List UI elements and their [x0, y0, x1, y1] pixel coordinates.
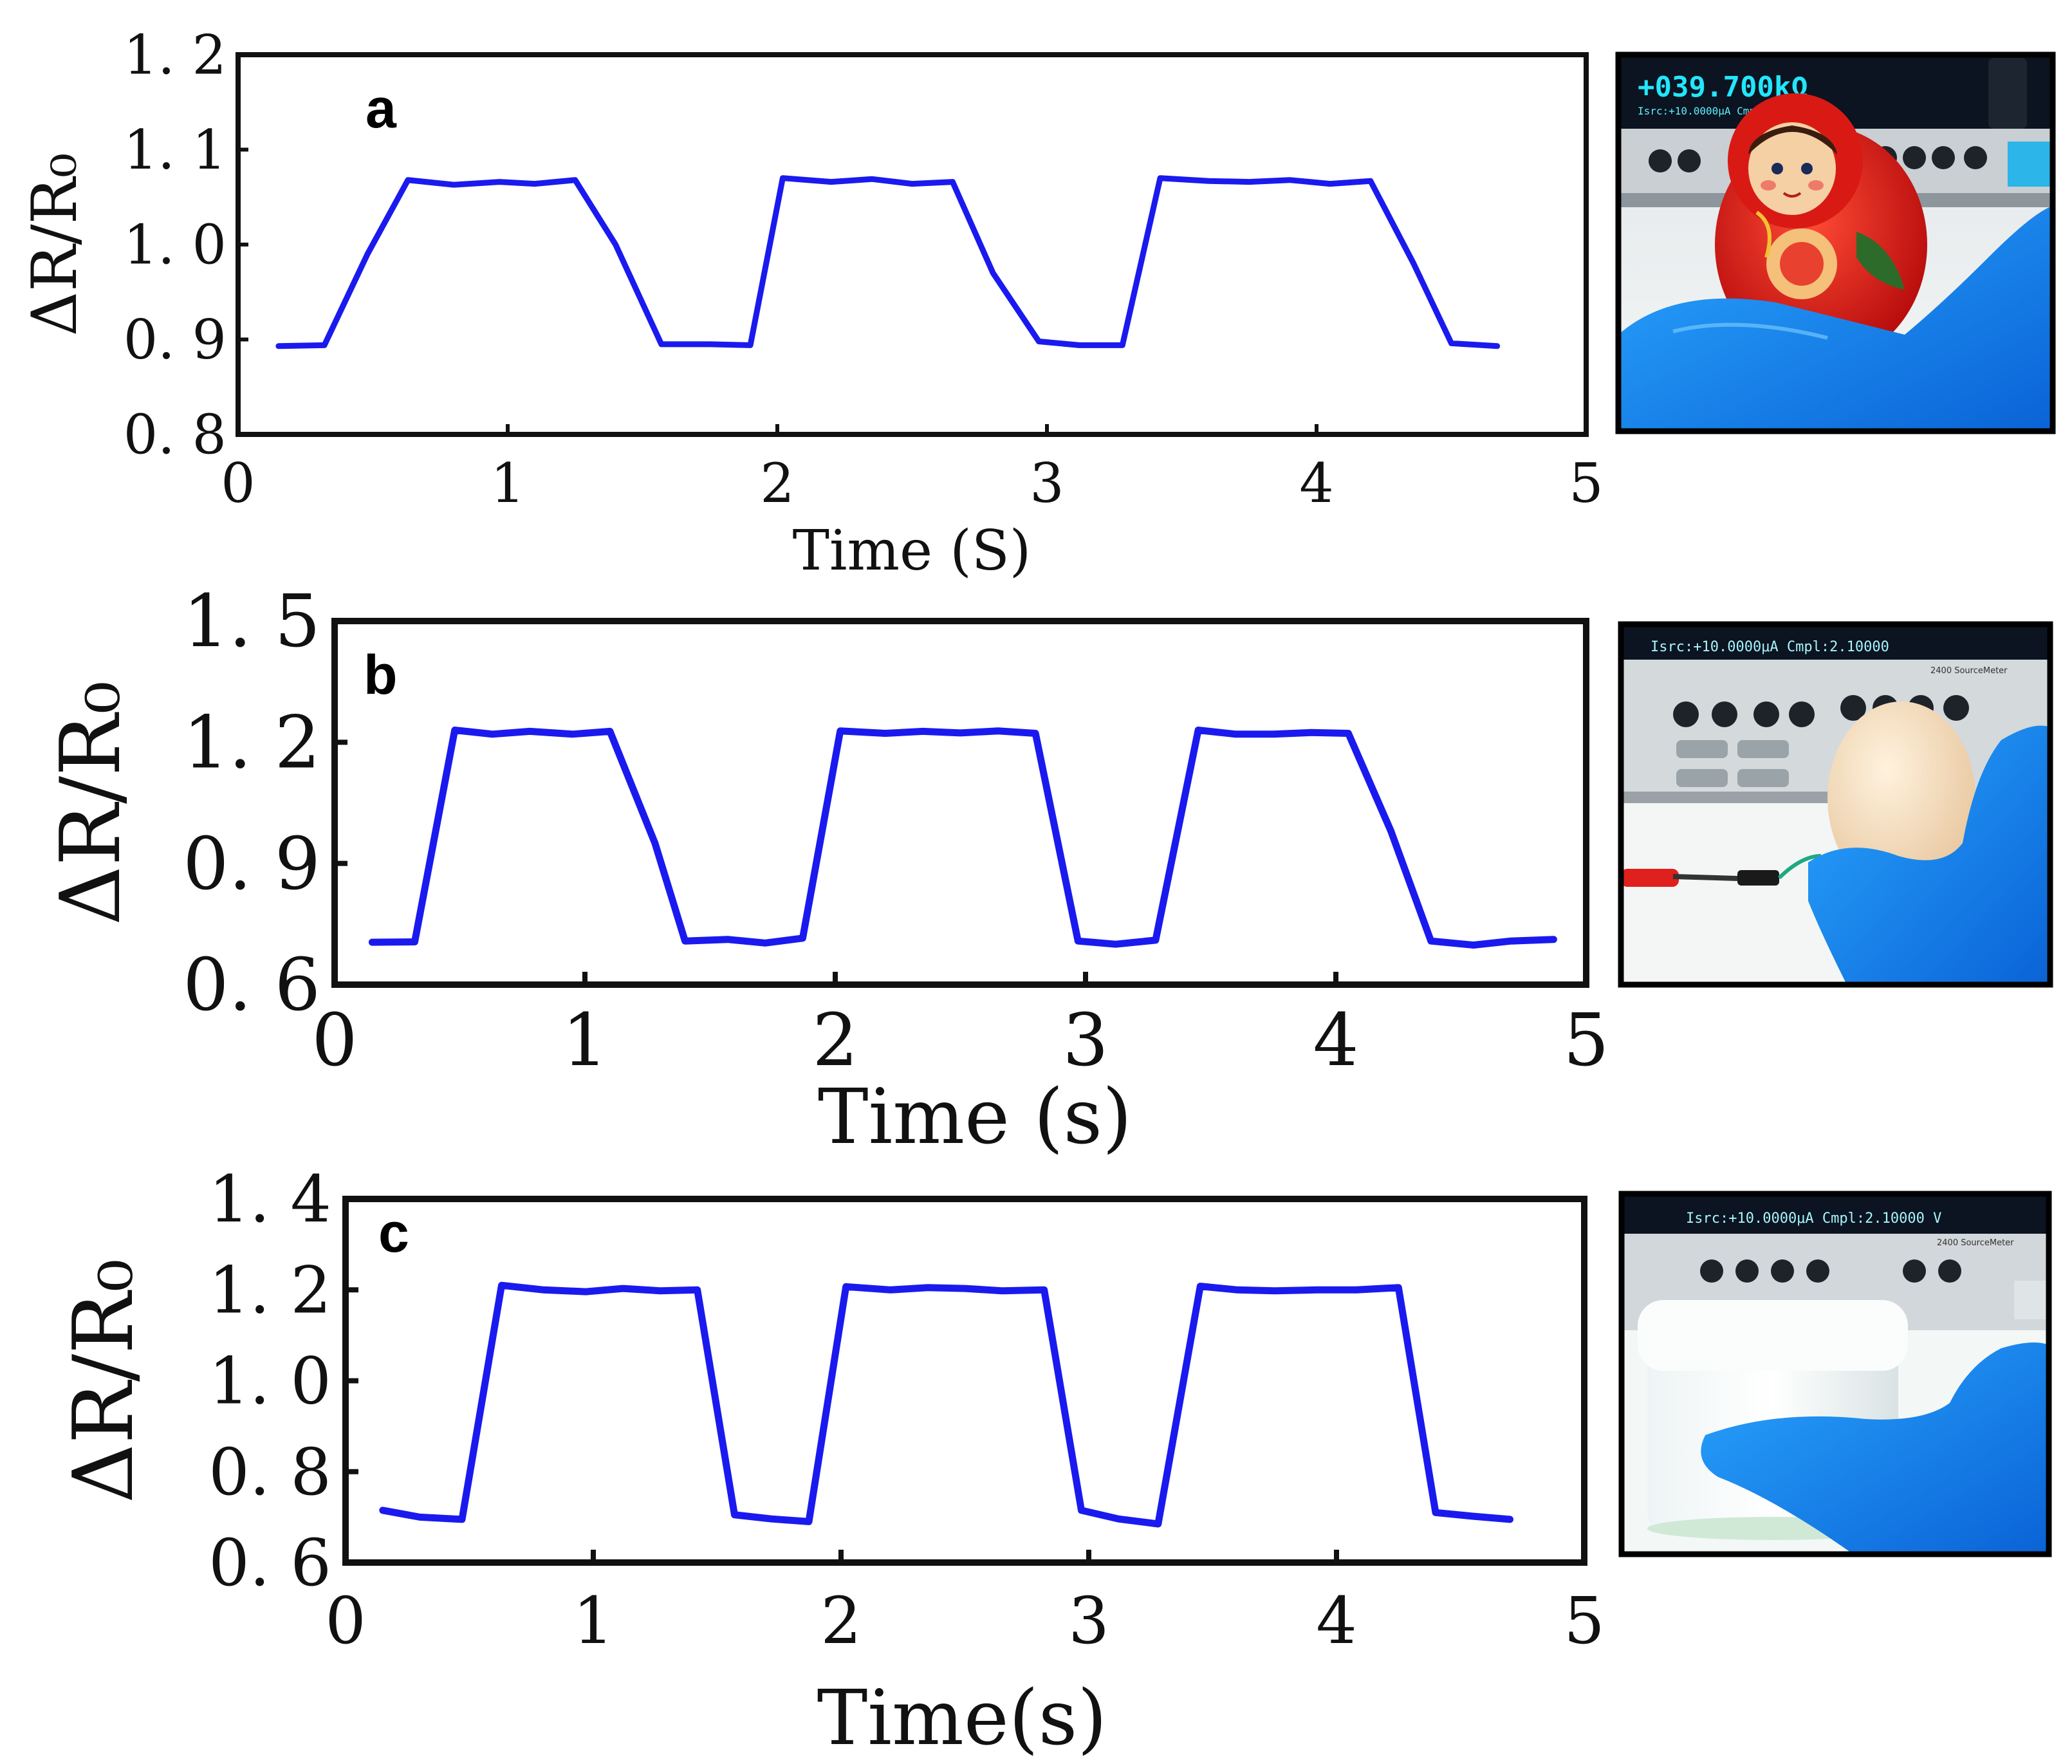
x-tick-label: 5 [1564, 1583, 1605, 1658]
x-tick-label: 3 [1030, 452, 1064, 515]
photo-b-display-status: Isrc:+10.0000μA Cmpl:2.10000 [1651, 639, 1889, 655]
y-tick-label: 0. 9 [124, 308, 227, 371]
glove [1701, 1342, 2049, 1554]
x-tick-label: 0 [311, 999, 357, 1082]
x-tick-label: 4 [1299, 452, 1333, 515]
y-tick-label: 0. 6 [208, 1525, 331, 1601]
x-tick-label: 2 [760, 452, 794, 515]
y-tick-label: 0. 8 [124, 403, 227, 466]
chart-b-plot-frame [331, 618, 1589, 988]
photo-a-frame [1615, 51, 2056, 434]
photo-b-model-label: 2400 SourceMeter [1930, 666, 2008, 676]
photo-c-model-label: 2400 SourceMeter [1937, 1238, 2014, 1248]
y-tick-label: 1. 1 [124, 118, 227, 181]
chart-a-panel-label: a [365, 78, 397, 140]
chart-b-panel-label: b [364, 644, 398, 706]
chart-a: 0 1 2 3 4 5 0. 8 0. 9 1. 0 1. 1 1. 2 a Time (S) Δ… [19, 23, 1604, 583]
x-tick-label: 1 [573, 1583, 614, 1658]
egg [1827, 701, 1975, 895]
y-tick-label: 1. 4 [208, 1162, 331, 1237]
y-tick-label: 0. 6 [183, 943, 320, 1027]
chart-b-x-ticks: 0 1 2 3 4 5 [311, 972, 1609, 1082]
photo-c: Isrc:+10.0000μA Cmpl:2.10000 V 2400 Sour… [1618, 1191, 2052, 1557]
x-tick-label: 5 [1569, 452, 1603, 515]
chart-b: 0 1 2 3 4 5 0. 6 0. 9 1. 2 1. 5 b Time (s) ΔR/R₀ [43, 580, 1609, 1161]
y-tick-label: 0. 9 [183, 822, 320, 906]
photo-b-frame [1618, 621, 2053, 988]
y-tick-label: 0. 8 [208, 1434, 331, 1510]
x-tick-label: 5 [1563, 999, 1609, 1082]
y-tick-label: 1. 2 [183, 701, 320, 785]
x-tick-label: 1 [490, 452, 524, 515]
chart-b-y-ticks: 0. 6 0. 9 1. 2 1. 5 [183, 580, 347, 1027]
chart-a-y-axis-title: ΔR/R₀ [19, 153, 91, 337]
x-tick-label: 1 [562, 999, 607, 1082]
chart-c: 0 1 2 3 4 5 0. 6 0. 8 1. 0 1. 2 1. 4 c Time(s) ΔR… [56, 1162, 1605, 1762]
photo-c-frame [1618, 1191, 2052, 1557]
y-tick-label: 1. 2 [124, 23, 227, 86]
chart-a-plot-frame [236, 52, 1589, 437]
y-tick-label: 1. 5 [183, 580, 320, 664]
chart-c-panel-label: c [378, 1202, 409, 1264]
chart-a-x-ticks: 0 1 2 3 4 5 [221, 424, 1604, 515]
chart-c-y-axis-title: ΔR/R₀ [56, 1259, 152, 1503]
x-tick-label: 2 [812, 999, 858, 1082]
chart-a-x-axis-title: Time (S) [793, 519, 1031, 583]
glove [1808, 725, 2050, 985]
x-tick-label: 4 [1316, 1583, 1357, 1658]
x-tick-label: 3 [1068, 1583, 1109, 1658]
x-tick-label: 4 [1313, 999, 1358, 1082]
chart-c-x-axis-title: Time(s) [817, 1673, 1107, 1762]
chart-b-x-axis-title: Time (s) [818, 1072, 1132, 1161]
photo-b: Isrc:+10.0000μA Cmpl:2.10000 2400 Source… [1618, 621, 2053, 988]
chart-a-series-line [275, 175, 1501, 349]
photo-a: +039.700kΩ Isrc:+10.0000μA Cmpl:2.10000 [1615, 51, 2056, 434]
glove [1618, 206, 2053, 431]
x-tick-label: 0 [221, 452, 255, 515]
x-tick-label: 2 [820, 1583, 862, 1658]
chart-a-y-ticks: 0. 8 0. 9 1. 0 1. 1 1. 2 [124, 23, 248, 466]
chart-b-y-axis-title: ΔR/R₀ [43, 681, 139, 925]
chart-c-x-ticks: 0 1 2 3 4 5 [325, 1550, 1605, 1658]
y-tick-label: 1. 0 [208, 1344, 331, 1419]
chart-b-series-line [368, 727, 1557, 949]
chart-c-y-ticks: 0. 6 0. 8 1. 0 1. 2 1. 4 [208, 1162, 358, 1601]
photo-c-display-status: Isrc:+10.0000μA Cmpl:2.10000 V [1686, 1211, 1941, 1227]
y-tick-label: 1. 2 [208, 1252, 331, 1328]
x-tick-label: 3 [1062, 999, 1108, 1082]
chart-c-series-line [379, 1281, 1513, 1528]
x-tick-label: 0 [325, 1583, 366, 1658]
y-tick-label: 1. 0 [124, 213, 227, 276]
chart-c-plot-frame [342, 1196, 1587, 1566]
